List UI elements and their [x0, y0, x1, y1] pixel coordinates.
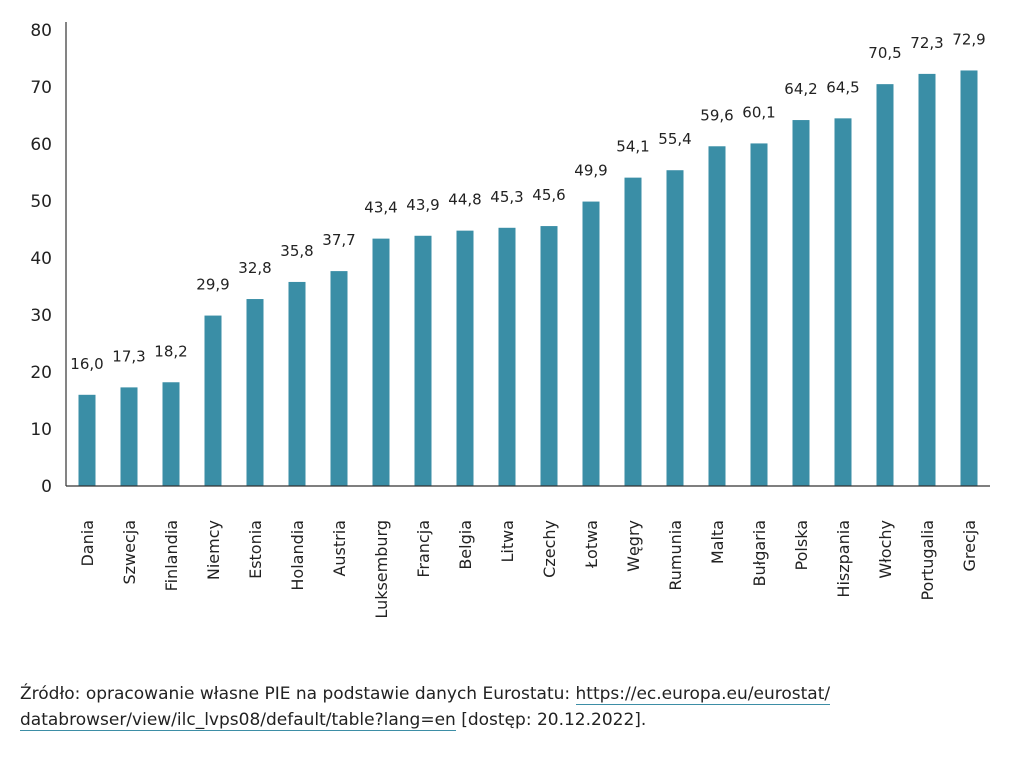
bar	[372, 238, 390, 486]
data-label: 32,8	[238, 259, 271, 277]
bar	[918, 73, 936, 486]
data-label: 16,0	[70, 355, 103, 373]
x-tick-label: Bułgaria	[750, 520, 769, 586]
bar	[666, 170, 684, 486]
data-label: 17,3	[112, 347, 145, 365]
data-label: 43,4	[364, 199, 397, 217]
source-link-part1[interactable]: https://ec.europa.eu/eurostat/	[575, 684, 831, 705]
x-tick-label: Francja	[414, 520, 433, 578]
bar	[834, 118, 852, 486]
y-tick-label: 40	[30, 249, 52, 269]
data-label: 72,9	[952, 30, 985, 48]
data-labels: 16,0 17,3 18,2 29,9 32,8 35,8 37,7 43,4 43,9 44,8…	[70, 30, 985, 372]
x-tick-label: Niemcy	[204, 520, 223, 580]
y-tick-label: 80	[30, 21, 52, 41]
x-tick-label: Estonia	[246, 520, 265, 579]
x-tick-label: Włochy	[876, 520, 895, 579]
bars	[78, 70, 978, 487]
data-label: 70,5	[868, 44, 901, 62]
x-tick-label: Grecja	[960, 520, 979, 572]
y-axis: 0 10 20 30 40 50 60 70 80	[30, 21, 67, 497]
data-label: 55,4	[658, 130, 691, 148]
x-tick-label: Polska	[792, 520, 811, 570]
bar	[162, 382, 180, 486]
data-label: 64,2	[784, 80, 817, 98]
data-label: 18,2	[154, 342, 187, 360]
y-tick-label: 60	[30, 135, 52, 155]
x-tick-label: Szwecja	[120, 520, 139, 585]
source-link-part2[interactable]: databrowser/view/ilc_lvps08/default/tabl…	[20, 710, 456, 731]
x-tick-label: Holandia	[288, 520, 307, 591]
bar	[288, 281, 306, 486]
x-tick-label: Hiszpania	[834, 520, 853, 598]
data-label: 44,8	[448, 191, 481, 209]
data-label: 45,6	[532, 186, 565, 204]
data-label: 59,6	[700, 106, 733, 124]
data-label: 35,8	[280, 242, 313, 260]
data-label: 29,9	[196, 276, 229, 294]
x-tick-label: Portugalia	[918, 520, 937, 601]
data-label: 64,5	[826, 78, 859, 96]
x-tick-label: Belgia	[456, 520, 475, 570]
y-tick-label: 30	[30, 306, 52, 326]
bar	[792, 120, 810, 486]
bar	[246, 299, 264, 486]
x-tick-label: Łotwa	[582, 520, 601, 569]
x-tick-label: Austria	[330, 520, 349, 577]
bar	[414, 235, 432, 486]
data-label: 72,3	[910, 34, 943, 52]
y-tick-label: 0	[41, 477, 52, 497]
data-label: 37,7	[322, 231, 355, 249]
bar	[204, 315, 222, 486]
y-tick-label: 70	[30, 78, 52, 98]
y-tick-label: 20	[30, 363, 52, 383]
source-prefix: Źródło: opracowanie własne PIE na podsta…	[20, 684, 576, 704]
x-tick-label: Litwa	[498, 520, 517, 563]
bar	[456, 230, 474, 486]
bar	[78, 394, 96, 486]
y-tick-label: 10	[30, 420, 52, 440]
bar	[498, 227, 516, 487]
data-label: 49,9	[574, 162, 607, 180]
data-label: 54,1	[616, 138, 649, 156]
bar	[876, 84, 894, 487]
y-tick-label: 50	[30, 192, 52, 212]
bar-chart: 0 10 20 30 40 50 60 70 80 16,0 17,3 18,2 29,9 32,8 35…	[30, 21, 990, 619]
bar	[540, 226, 558, 486]
x-tick-label: Finlandia	[162, 520, 181, 591]
x-tick-label: Węgry	[624, 520, 643, 572]
bar	[120, 387, 138, 486]
x-axis: Dania Szwecja Finlandia Niemcy Estonia Holand…	[66, 485, 990, 619]
x-tick-label: Malta	[708, 520, 727, 564]
bar	[960, 70, 978, 486]
bar	[582, 201, 600, 486]
x-tick-label: Czechy	[540, 520, 559, 578]
data-label: 43,9	[406, 196, 439, 214]
source-note: Źródło: opracowanie własne PIE na podsta…	[20, 681, 1005, 733]
bar	[708, 146, 726, 486]
x-tick-label: Luksemburg	[372, 520, 391, 619]
bar	[750, 143, 768, 486]
bar	[330, 271, 348, 486]
source-suffix: [dostęp: 20.12.2022].	[455, 710, 647, 730]
bar	[624, 177, 642, 486]
x-tick-label: Rumunia	[666, 520, 685, 591]
data-label: 45,3	[490, 188, 523, 206]
data-label: 60,1	[742, 103, 775, 121]
x-tick-label: Dania	[78, 520, 97, 567]
